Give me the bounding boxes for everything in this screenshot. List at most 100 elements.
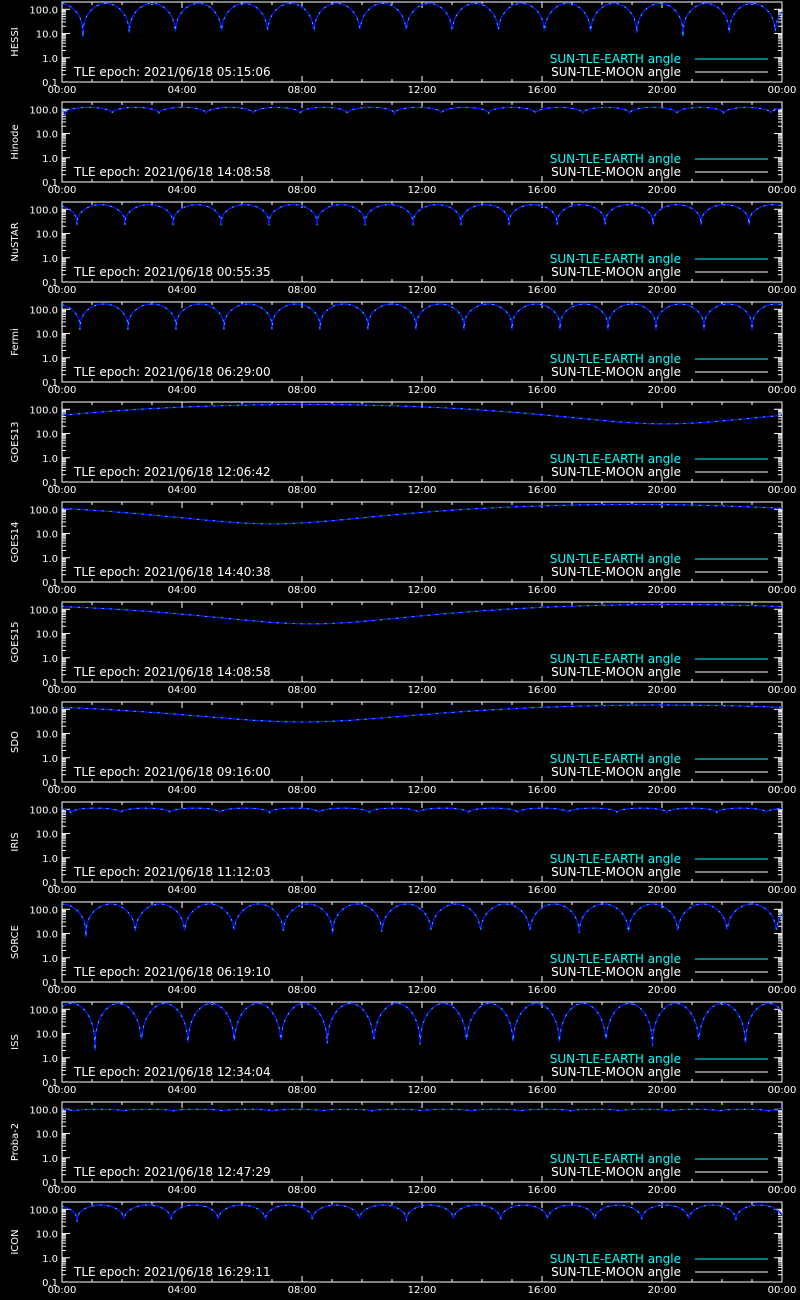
legend-earth-label: SUN-TLE-EARTH angle [550,552,681,566]
panel-goes13: 100.010.01.00.100:00 04:00 08:00 12:00 16:00… [10,401,797,496]
x-tick-label: 08:00 [288,485,317,496]
x-tick-label: 00:00 [768,585,797,596]
x-tick-label: 12:00 [408,1185,437,1196]
legend-moon-label: SUN-TLE-MOON angle [551,265,681,279]
x-tick-label: 12:00 [408,585,437,596]
x-axis-ticks [61,302,783,382]
y-tick-label: 10.0 [36,130,58,141]
x-tick-label: 16:00 [528,1185,557,1196]
y-tick-label: 0.1 [42,1078,58,1089]
x-tick-label: 12:00 [408,285,437,296]
x-tick-label: 04:00 [168,185,197,196]
y-axis-ticks [62,501,782,583]
tle-epoch-label: TLE epoch: 2021/06/18 11:12:03 [73,865,271,879]
y-tick-label: 10.0 [36,330,58,341]
x-tick-label: 00:00 [768,485,797,496]
legend-moon-label: SUN-TLE-MOON angle [551,965,681,979]
legend-moon-label: SUN-TLE-MOON angle [551,1065,681,1079]
x-tick-label: 00:00 [48,385,77,396]
panel-proba-2: 100.010.01.00.100:00 04:00 08:00 12:00 16:00… [10,1101,796,1196]
x-tick-label: 00:00 [48,685,77,696]
legend-earth-label: SUN-TLE-EARTH angle [550,452,681,466]
x-tick-label: 00:00 [48,1285,77,1296]
y-axis-ticks [62,101,782,183]
x-tick-label: 16:00 [528,385,557,396]
x-tick-label: 08:00 [288,985,317,996]
y-tick-label: 100.0 [29,405,58,416]
y-tick-label: 100.0 [29,1005,58,1016]
x-tick-label: 12:00 [408,885,437,896]
y-tick-label: 100.0 [29,5,58,16]
y-tick-label: 0.1 [42,678,58,689]
y-axis-ticks [62,1,782,83]
y-tick-label: 1.0 [42,454,58,465]
sun-tle-earth-highlight [61,404,782,425]
x-tick-label: 08:00 [288,785,317,796]
panel-iss: 100.010.01.00.100:00 04:00 08:00 12:00 16:00… [10,1001,796,1096]
tle-epoch-label: TLE epoch: 2021/06/18 00:55:35 [73,265,271,279]
x-tick-label: 16:00 [528,1085,557,1096]
x-tick-label: 00:00 [768,1285,797,1296]
x-tick-label: 00:00 [768,285,797,296]
x-tick-label: 20:00 [648,885,677,896]
x-tick-label: 08:00 [288,285,317,296]
y-tick-label: 100.0 [29,805,58,816]
x-tick-label: 00:00 [48,985,77,996]
x-tick-label: 04:00 [168,885,197,896]
y-tick-label: 0.1 [42,778,58,789]
legend-moon-label: SUN-TLE-MOON angle [551,1265,681,1279]
legend-earth-label: SUN-TLE-EARTH angle [550,952,681,966]
x-tick-label: 00:00 [768,85,797,96]
legend-moon-label: SUN-TLE-MOON angle [551,465,681,479]
y-tick-label: 10.0 [36,430,58,441]
x-axis-ticks [61,1002,783,1082]
sun-tle-earth-highlight [61,1204,783,1223]
legend-earth-label: SUN-TLE-EARTH angle [550,852,681,866]
y-axis-ticks [62,1101,782,1183]
x-tick-label: 04:00 [168,485,197,496]
panel-label: NuSTAR [10,222,21,261]
sun-tle-earth-curve [61,204,783,226]
y-tick-label: 1.0 [42,554,58,565]
y-tick-label: 10.0 [36,830,58,841]
x-tick-label: 16:00 [528,985,557,996]
x-tick-label: 08:00 [288,585,317,596]
legend-earth-label: SUN-TLE-EARTH angle [550,1252,681,1266]
y-axis-ticks [62,301,782,383]
x-tick-label: 16:00 [528,1285,557,1296]
sun-tle-earth-highlight [61,303,783,331]
x-tick-label: 20:00 [648,1185,677,1196]
x-tick-label: 04:00 [168,85,197,96]
panel-goes14: 100.010.01.00.100:00 04:00 08:00 12:00 16:00… [10,501,797,596]
y-axis-ticks [62,601,782,683]
tle-epoch-label: TLE epoch: 2021/06/18 05:15:06 [73,65,271,79]
x-tick-label: 16:00 [528,585,557,596]
x-tick-label: 00:00 [48,285,77,296]
y-tick-label: 100.0 [29,605,58,616]
x-tick-label: 00:00 [768,985,797,996]
panel-sdo: 100.010.01.00.100:00 04:00 08:00 12:00 16:00… [10,701,796,796]
x-tick-label: 12:00 [408,1285,437,1296]
y-tick-label: 0.1 [42,1178,58,1189]
legend-earth-label: SUN-TLE-EARTH angle [550,1152,681,1166]
y-tick-label: 1.0 [42,154,58,165]
panel-label: GOES15 [10,621,21,662]
tle-epoch-label: TLE epoch: 2021/06/18 14:08:58 [73,665,271,679]
x-tick-label: 00:00 [48,885,77,896]
y-tick-label: 1.0 [42,1154,58,1165]
y-tick-label: 10.0 [36,530,58,541]
x-tick-label: 12:00 [408,985,437,996]
x-tick-label: 00:00 [768,685,797,696]
x-tick-label: 00:00 [48,485,77,496]
x-axis-ticks [61,402,783,482]
x-tick-label: 16:00 [528,785,557,796]
legend-earth-label: SUN-TLE-EARTH angle [550,352,681,366]
x-tick-label: 12:00 [408,385,437,396]
y-tick-label: 10.0 [36,1030,58,1041]
